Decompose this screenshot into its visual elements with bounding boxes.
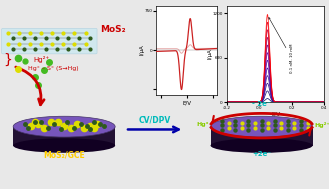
FancyBboxPatch shape xyxy=(2,28,97,54)
Text: }: } xyxy=(3,53,12,67)
Text: Hg²⁺: Hg²⁺ xyxy=(314,122,329,128)
Y-axis label: I/μA: I/μA xyxy=(208,49,213,59)
Text: MoS₂/GCE: MoS₂/GCE xyxy=(43,150,85,159)
Text: MoS₂: MoS₂ xyxy=(100,25,126,34)
Text: Hg°: Hg° xyxy=(196,122,209,127)
Ellipse shape xyxy=(211,116,313,137)
Ellipse shape xyxy=(13,138,115,153)
Text: - 2e⁻: - 2e⁻ xyxy=(252,101,271,107)
Ellipse shape xyxy=(13,116,115,137)
Text: 0.1 nM- 10 mM: 0.1 nM- 10 mM xyxy=(269,18,294,73)
Ellipse shape xyxy=(211,138,313,153)
Text: Hg° – S° (S→Hg): Hg° – S° (S→Hg) xyxy=(28,67,79,71)
FancyBboxPatch shape xyxy=(211,127,313,146)
Text: +2e⁻: +2e⁻ xyxy=(252,151,271,157)
Y-axis label: I/μA: I/μA xyxy=(139,45,144,55)
X-axis label: E/V: E/V xyxy=(182,100,191,105)
X-axis label: E/V: E/V xyxy=(271,112,280,117)
FancyBboxPatch shape xyxy=(13,127,115,146)
Text: Hg²⁺: Hg²⁺ xyxy=(33,56,49,63)
Text: CV/DPV: CV/DPV xyxy=(139,115,171,125)
